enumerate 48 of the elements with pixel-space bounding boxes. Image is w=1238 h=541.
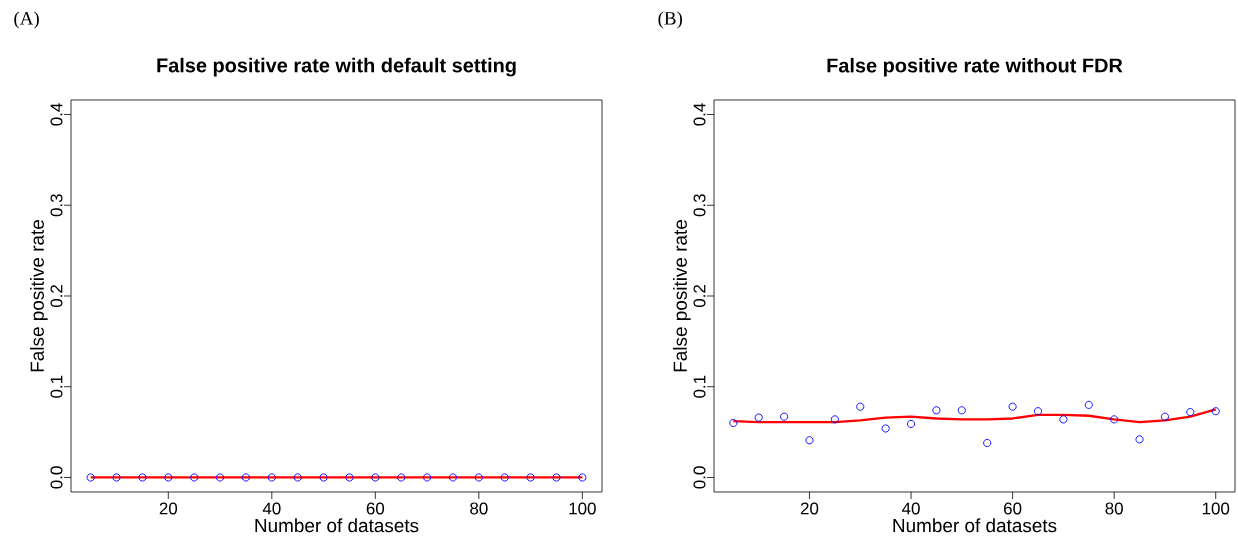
point <box>780 412 789 421</box>
y-tick-label: 0.1 <box>50 375 63 398</box>
y-tick-label: 0.2 <box>50 285 63 308</box>
x-axis-title: Number of datasets <box>255 518 419 533</box>
point <box>1084 400 1093 409</box>
point <box>805 436 814 445</box>
x-tick-label: 60 <box>1004 502 1022 515</box>
y-tick-label: 0.0 <box>50 466 63 489</box>
chart-title: False positive rate without FDR <box>827 57 1123 77</box>
point <box>906 419 916 428</box>
x-tick-label: 20 <box>800 502 819 515</box>
point <box>856 402 865 411</box>
y-tick-label: 0.2 <box>693 285 706 308</box>
point <box>1059 415 1068 424</box>
y-tick-label: 0.3 <box>50 194 63 217</box>
point <box>1135 435 1144 444</box>
point <box>1160 412 1169 421</box>
chart-title: False positive rate with default setting <box>157 57 516 77</box>
x-tick-label: 80 <box>470 502 488 515</box>
text: (B) <box>658 11 683 29</box>
x-tick-label: 100 <box>569 502 596 515</box>
y-tick-label: 0.1 <box>693 375 706 398</box>
y-tick-label: 0.3 <box>693 194 706 217</box>
x-tick-label: 20 <box>159 502 178 515</box>
x-tick-label: 40 <box>902 502 920 515</box>
point <box>1008 402 1017 411</box>
x-tick-label: 40 <box>262 502 281 515</box>
y-tick-label: 0.4 <box>50 103 63 126</box>
y-tick-label: 0.0 <box>693 466 706 489</box>
point <box>932 406 941 415</box>
point <box>983 438 992 448</box>
y-tick-label: 0.4 <box>693 103 706 126</box>
point <box>957 406 966 415</box>
x-tick-label: 80 <box>1105 502 1123 515</box>
point <box>1110 415 1119 424</box>
point <box>830 415 839 424</box>
x-tick-label: 60 <box>366 502 385 515</box>
point <box>754 413 763 422</box>
point <box>1186 408 1195 417</box>
x-axis-title: Number of datasets <box>893 518 1057 533</box>
point <box>1033 407 1043 416</box>
point <box>881 424 890 433</box>
y-axis-title: False positive rate <box>673 220 691 372</box>
point <box>1211 407 1220 416</box>
text: (A) <box>14 11 39 29</box>
point <box>729 418 738 428</box>
x-tick-label: 100 <box>1202 502 1230 515</box>
y-axis-title: False positive rate <box>30 220 48 372</box>
